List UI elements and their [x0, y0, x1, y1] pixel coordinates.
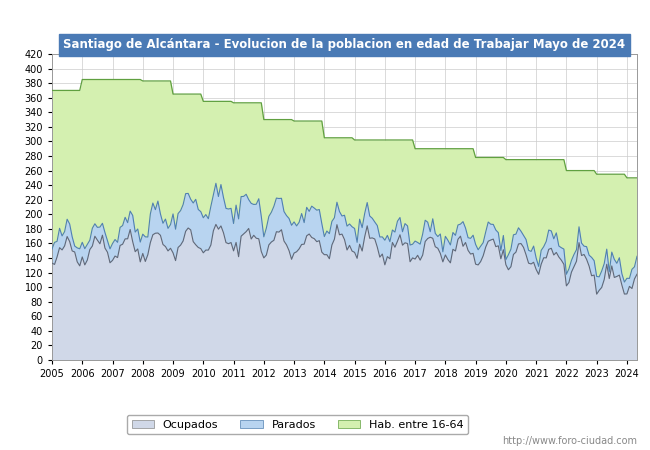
Text: http://www.foro-ciudad.com: http://www.foro-ciudad.com: [502, 436, 637, 446]
Legend: Ocupados, Parados, Hab. entre 16-64: Ocupados, Parados, Hab. entre 16-64: [127, 415, 468, 434]
Title: Santiago de Alcántara - Evolucion de la poblacion en edad de Trabajar Mayo de 20: Santiago de Alcántara - Evolucion de la …: [64, 38, 625, 51]
